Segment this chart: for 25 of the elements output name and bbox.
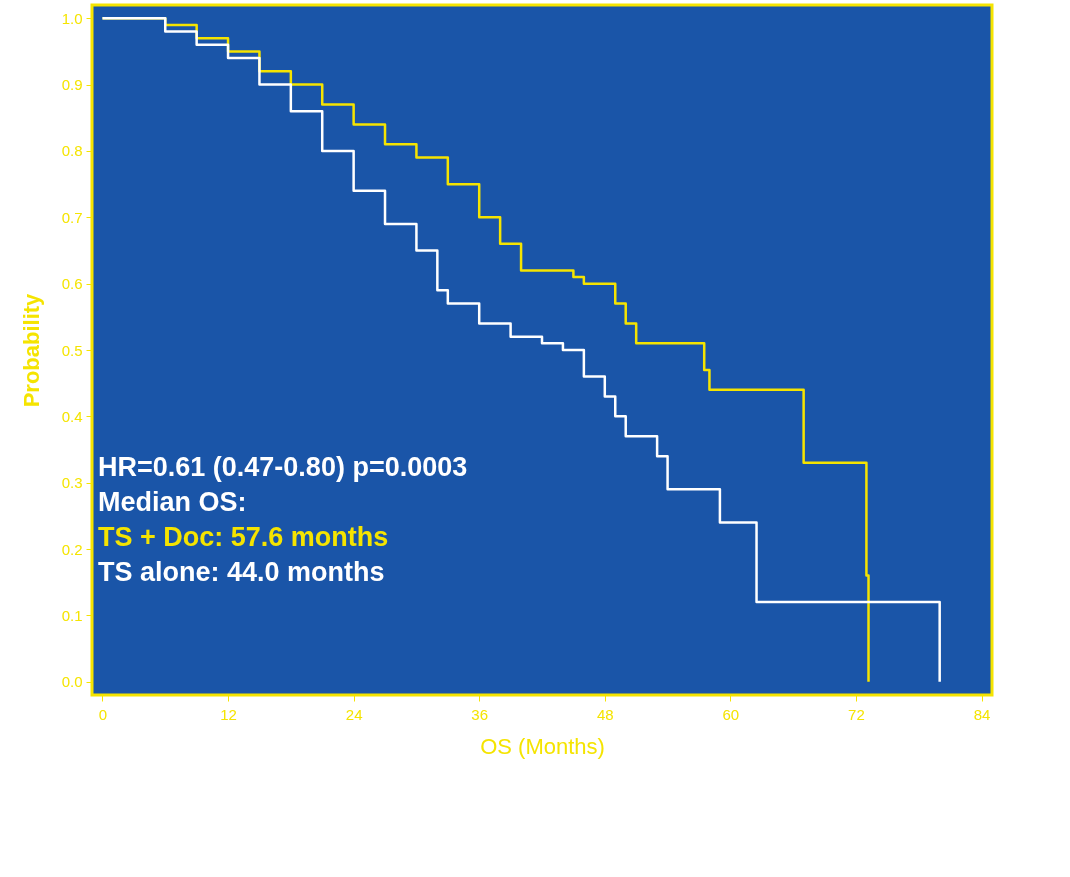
y-tick-label: 0.9 [61, 76, 83, 94]
annotation: TS + Doc: 57.6 months [98, 522, 389, 552]
x-tick-label: 36 [471, 705, 489, 723]
y-tick-label: 0.0 [61, 673, 83, 691]
y-axis-title: Probability [18, 292, 44, 408]
annotation: HR=0.61 (0.47-0.80) p=0.0003 [98, 452, 468, 482]
x-tick-label: 60 [722, 705, 740, 723]
x-tick-label: 12 [220, 705, 237, 723]
y-tick-label: 0.7 [61, 208, 83, 226]
x-tick-label: 72 [848, 705, 865, 723]
y-tick-label: 1.0 [61, 9, 83, 27]
y-tick-label: 0.3 [61, 474, 83, 492]
x-axis-title: OS (Months) [480, 733, 605, 759]
y-tick-label: 0.1 [61, 606, 83, 624]
y-tick-label: 0.4 [61, 407, 83, 425]
y-tick-label: 0.5 [61, 341, 83, 359]
y-tick-label: 0.2 [61, 540, 83, 558]
annotation: TS alone: 44.0 months [98, 557, 385, 587]
x-tick-label: 84 [973, 705, 991, 723]
x-tick-label: 48 [596, 705, 614, 723]
x-tick-label: 0 [98, 705, 108, 723]
y-tick-label: 0.8 [61, 142, 83, 160]
annotation: Median OS: [98, 487, 247, 517]
y-tick-label: 0.6 [61, 275, 83, 293]
x-tick-label: 24 [345, 705, 363, 723]
